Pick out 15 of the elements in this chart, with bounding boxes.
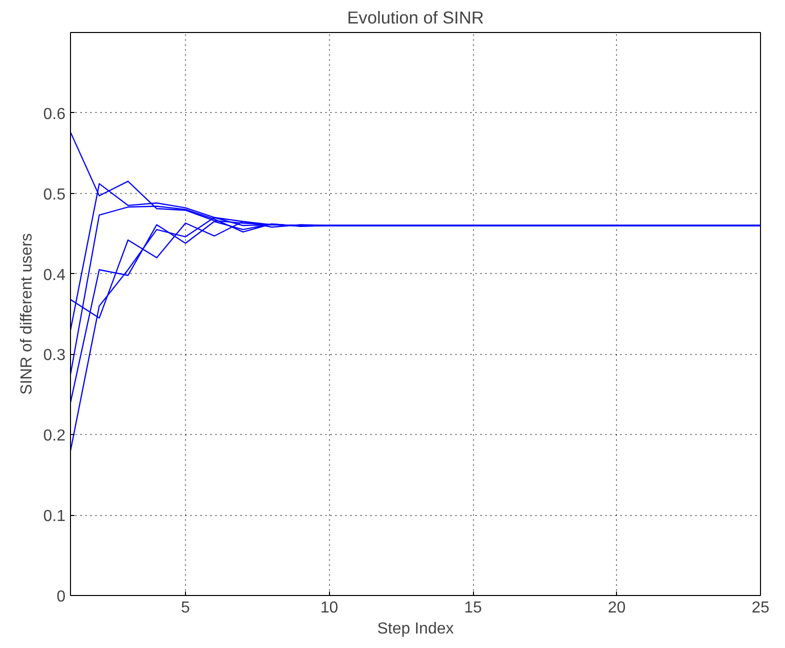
y-tick-label: 0.1 — [43, 508, 66, 526]
y-tick-label: 0.2 — [43, 428, 66, 445]
y-tick-label: 0.5 — [43, 186, 66, 204]
y-tick-label: 0.6 — [43, 106, 66, 123]
x-tick-label: 20 — [608, 600, 626, 616]
x-tick-label: 10 — [320, 600, 338, 616]
y-tick-label: 0.4 — [43, 266, 66, 284]
x-axis-title: Step Index — [377, 620, 454, 638]
x-tick-label: 5 — [181, 600, 190, 616]
y-tick-label: 0 — [56, 588, 66, 606]
y-tick-label: 0.3 — [43, 347, 66, 364]
y-axis-title: SINR of different users — [18, 233, 36, 395]
x-tick-label: 15 — [464, 600, 482, 616]
x-tick-label: 25 — [752, 600, 770, 616]
chart-title: Evolution of SINR — [347, 8, 484, 28]
